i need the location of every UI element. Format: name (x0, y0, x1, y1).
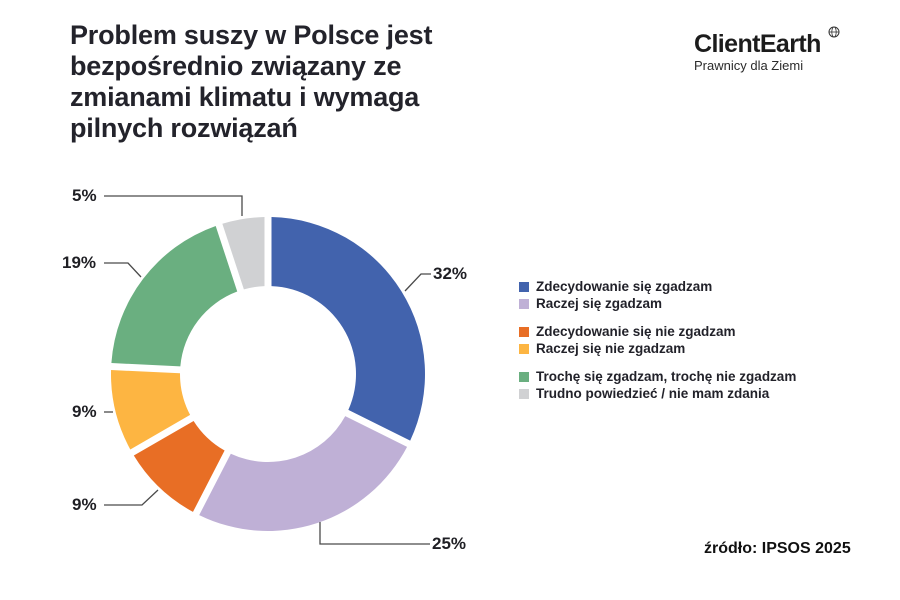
chart-legend: Zdecydowanie się zgadzam Raczej się zgad… (519, 278, 796, 402)
leader-line-25 (319, 522, 430, 545)
legend-swatch (519, 281, 529, 292)
brand-logo: ClientEarth Prawnicy dla Ziemi (694, 26, 840, 74)
legend-label: Trochę się zgadzam, trochę nie zgadzam (536, 369, 797, 384)
donut-slice (222, 217, 265, 290)
legend-swatch (519, 343, 529, 354)
legend-label: Raczej się nie zgadzam (536, 341, 686, 356)
leader-line-32 (404, 273, 431, 292)
legend-item-rather-agree: Raczej się zgadzam (519, 295, 796, 312)
leader-lines (104, 195, 431, 545)
globe-icon (828, 26, 840, 41)
legend-item-strongly-agree: Zdecydowanie się zgadzam (519, 278, 796, 295)
chart-title: Problem suszy w Polsce jest bezpośrednio… (70, 20, 433, 143)
label-strongly-disagree: 9% (72, 495, 97, 514)
legend-label: Raczej się zgadzam (536, 296, 663, 311)
source-note: źródło: IPSOS 2025 (704, 540, 851, 557)
donut-slice (111, 225, 238, 367)
label-dont-know: 5% (72, 186, 97, 205)
leader-line-5 (104, 195, 243, 216)
legend-swatch (519, 371, 529, 382)
legend-label: Zdecydowanie się nie zgadzam (536, 324, 736, 339)
legend-label: Trudno powiedzieć / nie mam zdania (536, 386, 770, 401)
label-rather-disagree: 9% (72, 402, 97, 421)
label-neutral: 19% (62, 253, 97, 272)
donut-slice (111, 370, 191, 450)
donut-slice (199, 416, 408, 532)
legend-swatch (519, 326, 529, 337)
donut-slice (133, 420, 225, 512)
leader-line-9-strong (104, 489, 159, 506)
donut-slice (271, 217, 426, 441)
legend-swatch (519, 298, 529, 309)
brand-tagline: Prawnicy dla Ziemi (694, 58, 804, 73)
brand-name: ClientEarth (694, 30, 821, 58)
donut-slices (111, 217, 426, 532)
legend-item-strongly-disagree: Zdecydowanie się nie zgadzam (519, 323, 796, 340)
leader-line-19 (104, 262, 142, 278)
legend-swatch (519, 388, 529, 399)
legend-item-neutral: Trochę się zgadzam, trochę nie zgadzam (519, 368, 796, 385)
label-rather-agree: 25% (432, 534, 467, 553)
legend-item-rather-disagree: Raczej się nie zgadzam (519, 340, 796, 357)
legend-item-dont-know: Trudno powiedzieć / nie mam zdania (519, 385, 796, 402)
label-strongly-agree: 32% (433, 264, 468, 283)
legend-label: Zdecydowanie się zgadzam (536, 279, 713, 294)
